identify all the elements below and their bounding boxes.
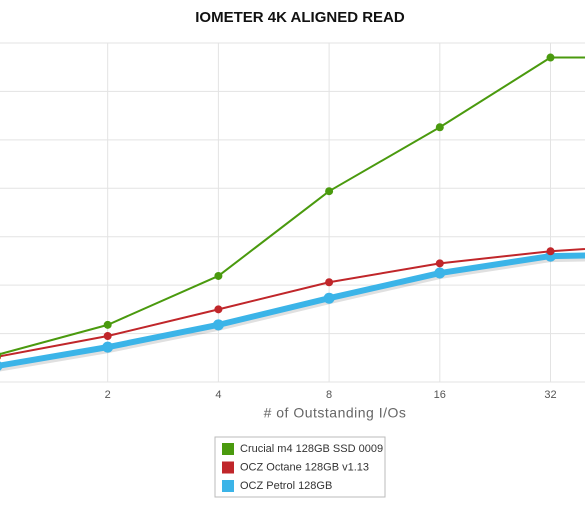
x-tick-label: 2 [105,389,111,401]
x-tick-label: 16 [434,389,446,401]
point [103,331,112,340]
x-tick-label: 4 [215,389,221,401]
point [102,341,114,353]
x-tick-label: 8 [326,389,332,401]
point [0,352,1,358]
point [212,319,224,331]
point [214,305,223,314]
point [103,320,112,329]
point [435,259,444,268]
grid [0,42,585,383]
point [325,278,334,287]
legend-label: OCZ Octane 128GB v1.13 [240,461,369,473]
point [214,271,223,280]
legend-swatch [222,461,234,474]
point [435,123,444,132]
legend-label: OCZ Petrol 128GB [240,480,332,492]
point [0,361,3,371]
legend-box [214,436,386,498]
legend-swatch [222,443,234,455]
point [325,187,334,196]
point [434,267,446,279]
legend-swatch [222,480,234,492]
chart-title: IOMETER 4K ALIGNED READ [195,9,405,26]
legend-label: Crucial m4 128GB SSD 0009 [240,443,383,455]
line [0,247,585,358]
x-axis-title: # of Outstanding I/Os [264,405,407,421]
point [546,53,555,62]
point [546,247,555,256]
line [0,252,585,369]
x-tick-label: 32 [544,389,556,401]
point [323,292,335,304]
